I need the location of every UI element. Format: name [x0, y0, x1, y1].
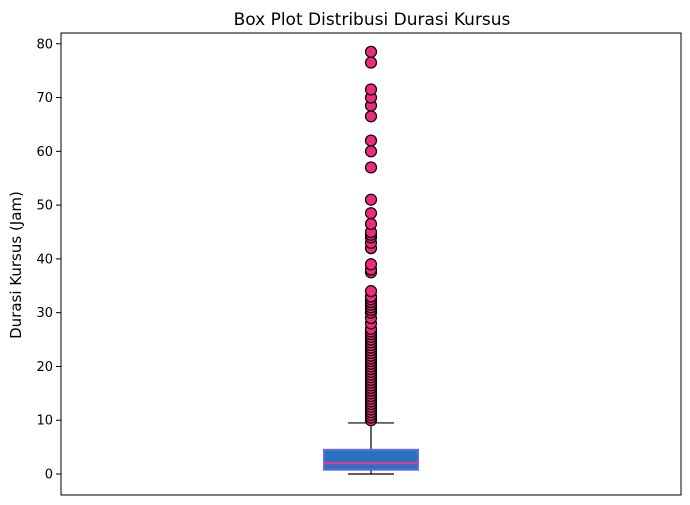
y-tick-label: 50 [36, 199, 53, 214]
outlier-point [364, 145, 378, 158]
y-tick-label: 80 [36, 37, 53, 52]
y-tick-label: 10 [36, 414, 53, 429]
outlier-point [364, 217, 378, 231]
y-tick-label: 60 [36, 145, 53, 160]
outlier-point [364, 161, 378, 174]
y-tick-label: 40 [36, 252, 53, 267]
iqr-box [323, 448, 419, 471]
y-axis-label: Durasi Kursus (Jam) [7, 191, 25, 339]
plot-frame [60, 32, 682, 496]
y-tick-label: 70 [36, 91, 53, 106]
outlier-point [364, 285, 378, 298]
outlier-point [364, 110, 378, 123]
outlier-point [364, 258, 378, 271]
y-tick-label: 20 [36, 360, 53, 375]
outlier-point [364, 45, 378, 58]
outlier-point [364, 207, 378, 220]
y-tick-label: 0 [45, 468, 53, 483]
y-axis: 0 10 20 30 40 50 60 70 80 [36, 37, 61, 483]
chart-title: Box Plot Distribusi Durasi Kursus [234, 10, 511, 30]
plot-area [323, 45, 419, 475]
outlier-point [364, 83, 378, 96]
y-tick-label: 30 [36, 306, 53, 321]
outlier-point [364, 193, 378, 206]
outlier-point [364, 134, 378, 147]
outlier-point [364, 56, 378, 69]
